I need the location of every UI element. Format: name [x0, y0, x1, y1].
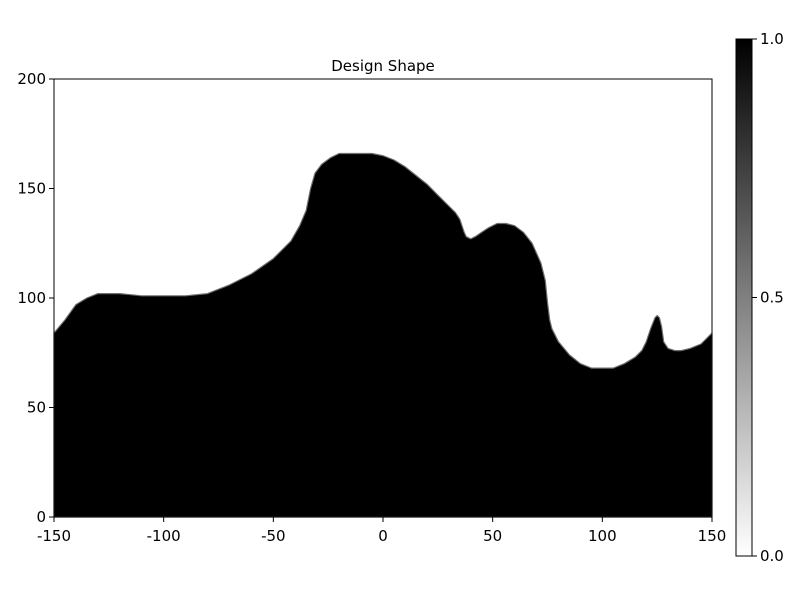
colorbar: 0.0 0.5 1.0 — [735, 30, 784, 565]
chart-title: Design Shape — [331, 57, 435, 75]
y-tick-label: 200 — [17, 70, 46, 88]
y-tick-label: 150 — [17, 180, 46, 198]
x-tick-label: -100 — [147, 527, 181, 545]
y-tick-label: 50 — [27, 399, 46, 417]
x-tick-label: 150 — [698, 527, 727, 545]
colorbar-tick-label: 0.5 — [760, 289, 784, 307]
colorbar-tick-label: 1.0 — [760, 30, 784, 48]
x-tick-label: 100 — [588, 527, 617, 545]
x-tick-label: -50 — [261, 527, 286, 545]
colorbar-gradient — [735, 38, 753, 557]
x-axis: -150 -100 -50 0 50 100 150 — [37, 517, 726, 545]
x-tick-label: 50 — [483, 527, 502, 545]
y-axis: 0 50 100 150 200 — [17, 70, 54, 526]
colorbar-tick-label: 0.0 — [760, 547, 784, 565]
x-tick-label: -150 — [37, 527, 71, 545]
x-tick-label: 0 — [378, 527, 388, 545]
plot-area — [53, 78, 713, 518]
y-tick-label: 100 — [17, 289, 46, 307]
y-tick-label: 0 — [36, 508, 46, 526]
design-shape-fill — [53, 152, 713, 518]
